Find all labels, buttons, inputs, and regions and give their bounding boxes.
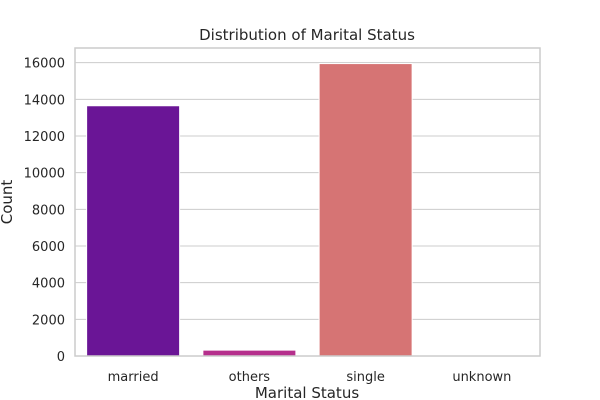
x-tick-label: others [229,370,271,385]
bar-single [318,63,413,357]
x-axis-label: Marital Status [255,384,359,400]
plot-area: 0 2000 4000 6000 8000 10000 12000 14000 16000 mar… [24,47,541,385]
y-tick-label: 2000 [32,313,65,328]
y-tick-label: 16000 [24,57,65,72]
chart-title: Distribution of Marital Status [199,26,415,44]
y-tick-label: 8000 [32,203,65,218]
y-tick-label: 4000 [32,277,65,292]
bar-others [202,349,297,357]
bar-married [86,105,181,357]
y-tick-label: 12000 [24,130,65,145]
x-tick-label: single [346,370,385,385]
y-tick-label: 10000 [24,167,65,182]
x-tick-label: unknown [452,370,511,385]
plot-frame [74,47,541,357]
x-tick-label: married [108,370,159,385]
y-tick-label: 0 [57,350,65,365]
y-tick-label: 14000 [24,93,65,108]
y-tick-label: 6000 [32,240,65,255]
y-axis-label: Count [0,180,16,225]
